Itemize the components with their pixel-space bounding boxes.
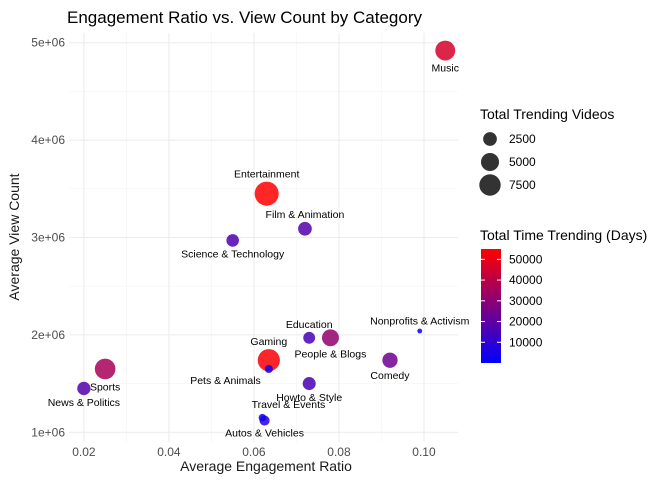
size-legend-key — [483, 132, 497, 146]
size-legend-label: 7500 — [509, 178, 536, 192]
y-tick-label: 3e+06 — [31, 231, 65, 245]
tick-labels: 0.02 0.04 0.06 0.08 0.10 1e+06 2e+06 3e+06 4e+06… — [31, 36, 436, 459]
data-points — [77, 40, 456, 426]
colorbar — [481, 249, 501, 363]
data-point — [382, 352, 398, 368]
data-point — [435, 40, 456, 61]
size-legend-label: 5000 — [509, 155, 536, 169]
x-tick-label: 0.10 — [412, 445, 436, 459]
point-label: Sports — [90, 381, 120, 393]
size-legend-title: Total Trending Videos — [480, 106, 614, 122]
size-legend-label: 2500 — [509, 132, 536, 146]
data-point — [417, 328, 423, 334]
point-label: People & Blogs — [295, 348, 367, 360]
color-legend: Total Time Trending (Days) 10000 20000 300… — [480, 227, 647, 363]
point-label: News & Politics — [48, 397, 120, 409]
point-label: Autos & Vehicles — [225, 428, 304, 440]
x-tick-label: 0.08 — [327, 445, 351, 459]
point-label: Education — [286, 319, 333, 331]
data-point — [257, 349, 280, 372]
point-label: Music — [432, 62, 459, 74]
point-label: Pets & Animals — [190, 375, 261, 387]
y-axis-title: Average View Count — [6, 173, 22, 300]
data-point — [298, 221, 312, 236]
x-tick-label: 0.06 — [242, 445, 266, 459]
data-point — [226, 234, 239, 247]
color-legend-label: 50000 — [509, 252, 543, 266]
color-legend-label: 40000 — [509, 273, 543, 287]
data-point — [302, 377, 316, 391]
point-label: Entertainment — [234, 169, 299, 181]
point-labels: Music Entertainment Film & Animation Scienc… — [48, 62, 470, 439]
size-legend: Total Trending Videos 2500 5000 7500 — [479, 106, 614, 196]
data-point — [94, 358, 116, 380]
x-axis-title: Average Engagement Ratio — [180, 458, 352, 474]
x-tick-label: 0.02 — [72, 445, 96, 459]
point-label: Science & Technology — [181, 249, 285, 261]
y-tick-label: 4e+06 — [31, 133, 65, 147]
x-tick-label: 0.04 — [157, 445, 181, 459]
point-label: Nonprofits & Activism — [370, 316, 469, 328]
data-point — [264, 364, 273, 374]
point-label: Travel & Events — [252, 399, 326, 411]
point-label: Film & Animation — [266, 209, 345, 221]
point-label: Howto & Style — [276, 392, 342, 404]
y-tick-label: 5e+06 — [31, 36, 65, 50]
data-point — [254, 181, 279, 206]
data-point — [303, 331, 316, 344]
y-tick-label: 1e+06 — [31, 425, 65, 439]
data-point — [77, 381, 91, 396]
color-legend-label: 10000 — [509, 335, 543, 349]
chart-title: Engagement Ratio vs. View Count by Categ… — [67, 8, 422, 27]
size-legend-key — [479, 174, 501, 196]
color-legend-label: 30000 — [509, 294, 543, 308]
point-label: Comedy — [370, 370, 410, 382]
point-label: Gaming — [250, 336, 287, 348]
color-legend-label: 20000 — [509, 315, 543, 329]
color-legend-title: Total Time Trending (Days) — [480, 227, 647, 243]
y-tick-label: 2e+06 — [31, 328, 65, 342]
size-legend-key — [480, 152, 500, 172]
data-point — [321, 329, 339, 347]
grid — [69, 33, 458, 442]
data-point — [258, 413, 267, 422]
